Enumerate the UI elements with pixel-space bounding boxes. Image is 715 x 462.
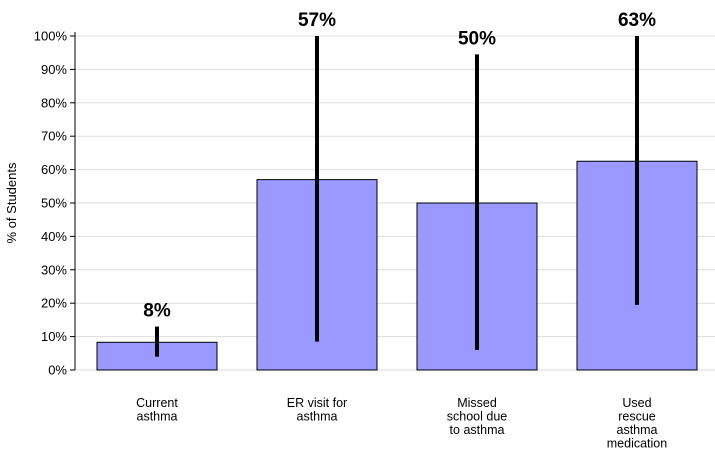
y-tick-label: 30% xyxy=(41,262,67,277)
value-label: 57% xyxy=(298,10,336,31)
y-tick-label: 0% xyxy=(48,363,67,378)
x-tick-label-line: asthma xyxy=(137,410,178,424)
y-tick-label: 90% xyxy=(41,62,67,77)
x-tick-label-line: asthma xyxy=(297,410,338,424)
x-tick-label-line: ER visit for xyxy=(287,396,347,410)
y-tick-label: 50% xyxy=(41,196,67,211)
x-tick-label-line: Used xyxy=(622,396,651,410)
gridlines xyxy=(75,35,715,371)
x-tick-label-line: Current xyxy=(136,396,178,410)
value-label: 8% xyxy=(143,301,171,322)
x-tick-label-line: to asthma xyxy=(450,423,505,437)
y-tick-labels: 0% 10% 20% 30% 40% 50% 60% 70% 80% 90% 100% xyxy=(34,29,75,378)
x-tick-label-line: rescue xyxy=(618,410,656,424)
x-tick-label-line: Missed xyxy=(457,396,497,410)
value-label: 50% xyxy=(458,28,496,49)
y-tick-label: 40% xyxy=(41,229,67,244)
y-tick-label: 100% xyxy=(34,29,68,44)
x-tick-label-line: asthma xyxy=(617,423,658,437)
x-tick-label-line: school due xyxy=(447,410,508,424)
y-tick-label: 70% xyxy=(41,129,67,144)
x-tick-label-line: medication xyxy=(607,437,667,451)
bars xyxy=(96,160,698,371)
y-tick-label: 10% xyxy=(41,329,67,344)
x-tick-label: ER visit for asthma xyxy=(287,396,347,424)
error-bars xyxy=(155,36,639,357)
value-label: 63% xyxy=(618,10,656,31)
x-tick-label: Used rescue asthma medication xyxy=(607,396,667,451)
y-tick-label: 60% xyxy=(41,162,67,177)
y-tick-label: 80% xyxy=(41,95,67,110)
x-tick-label: Current asthma xyxy=(136,396,178,424)
y-axis-title: % of Students xyxy=(4,162,19,243)
y-tick-label: 20% xyxy=(41,296,67,311)
value-labels: 8% 57% 50% 63% xyxy=(143,10,656,322)
x-tick-label: Missed school due to asthma xyxy=(447,396,508,437)
